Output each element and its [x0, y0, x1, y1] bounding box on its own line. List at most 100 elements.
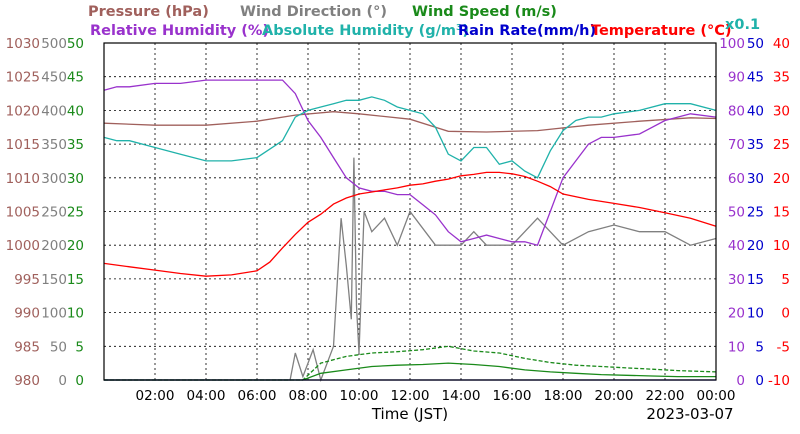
- y-tick-label: 40: [67, 103, 84, 119]
- y-tick-label: 25: [747, 205, 764, 221]
- y-tick-label: 35: [773, 70, 790, 86]
- y-tick-label: 980: [14, 373, 40, 389]
- y-tick-label: 80: [728, 103, 745, 119]
- x-tick-label: 10:00: [340, 388, 379, 404]
- y-tick-label: 150: [41, 272, 67, 288]
- legend-label: Rain Rate(mm/h): [458, 23, 596, 39]
- y-tick-label: 0: [755, 373, 764, 389]
- y-tick-label: 200: [41, 238, 67, 254]
- y-tick-label: 5: [75, 339, 84, 355]
- y-tick-label: 100: [719, 36, 745, 52]
- y-tick-label: 30: [728, 272, 745, 288]
- date-label: 2023-03-07: [646, 405, 733, 423]
- y-tick-label: 15: [773, 205, 790, 221]
- y-tick-label: 100: [41, 306, 67, 322]
- y-tick-label: 10: [773, 238, 790, 254]
- x-tick-label: 00:00: [697, 388, 736, 404]
- legend-header: Pressure (hPa) Wind Direction (°) Wind Spe…: [88, 4, 760, 39]
- y-tick-label: 0: [75, 373, 84, 389]
- x-tick-label: 02:00: [136, 388, 175, 404]
- y-tick-label: 350: [41, 137, 67, 153]
- x-tick-label: 20:00: [595, 388, 634, 404]
- y-tick-label: 0: [58, 373, 67, 389]
- y-tick-label: 1025: [6, 70, 40, 86]
- x-tick-label: 08:00: [289, 388, 328, 404]
- y-tick-label: 0: [781, 306, 790, 322]
- series-line: [103, 171, 717, 277]
- y-tick-label: 30: [67, 171, 84, 187]
- y-tick-label: 1000: [6, 238, 40, 254]
- y-tick-label: 20: [747, 238, 764, 254]
- y-tick-label: 1015: [6, 137, 40, 153]
- y-tick-label: 20: [67, 238, 84, 254]
- y-tick-label: 20: [728, 306, 745, 322]
- y-tick-label: 25: [67, 205, 84, 221]
- y-tick-label: 40: [773, 36, 790, 52]
- x-axis-label: Time (JST): [371, 405, 448, 423]
- y-tick-label: -10: [768, 373, 790, 389]
- y-tick-label: 1020: [6, 103, 40, 119]
- legend-label: Wind Speed (m/s): [412, 4, 557, 20]
- y-tick-label: 50: [67, 36, 84, 52]
- y-tick-label: 5: [755, 339, 764, 355]
- y-tick-label: 985: [14, 339, 40, 355]
- y-tick-label: 1005: [6, 205, 40, 221]
- y-tick-label: 30: [747, 171, 764, 187]
- y-tick-label: 10: [728, 339, 745, 355]
- y-tick-label: 990: [14, 306, 40, 322]
- x-tick-label: 12:00: [391, 388, 430, 404]
- y-tick-label: 50: [728, 205, 745, 221]
- y-tick-label: -5: [777, 339, 790, 355]
- x-tick-label: 18:00: [544, 388, 583, 404]
- legend-label: Wind Direction (°): [240, 4, 387, 20]
- y-tick-label: 45: [747, 70, 764, 86]
- y-tick-label: 90: [728, 70, 745, 86]
- series-line: [103, 111, 717, 133]
- y-tick-label: 40: [728, 238, 745, 254]
- y-tick-label: 30: [773, 103, 790, 119]
- y-tick-label: 70: [728, 137, 745, 153]
- y-tick-label: 40: [747, 103, 764, 119]
- y-tick-label: 500: [41, 36, 67, 52]
- y-tick-label: 5: [781, 272, 790, 288]
- y-axis-ticks: 9809859909951000100510101015102010251030…: [6, 36, 790, 389]
- y-tick-label: 1030: [6, 36, 40, 52]
- x-tick-label: 16:00: [493, 388, 532, 404]
- x-tick-label: 06:00: [238, 388, 277, 404]
- y-tick-label: 50: [50, 339, 67, 355]
- y-tick-label: 0: [736, 373, 745, 389]
- x-tick-label: 04:00: [187, 388, 226, 404]
- legend-label: Temperature (°C): [591, 23, 732, 39]
- series-lines: [103, 79, 717, 383]
- y-tick-label: 1010: [6, 171, 40, 187]
- y-tick-label: 25: [773, 137, 790, 153]
- y-tick-label: 15: [67, 272, 84, 288]
- y-tick-label: 300: [41, 171, 67, 187]
- x-tick-label: 22:00: [646, 388, 685, 404]
- y-tick-label: 400: [41, 103, 67, 119]
- y-tick-label: 50: [747, 36, 764, 52]
- y-tick-label: 35: [67, 137, 84, 153]
- legend-label: Relative Humidity (%): [90, 23, 269, 39]
- series-line: [103, 79, 717, 246]
- series-line: [103, 96, 717, 179]
- plot-frame: [103, 42, 717, 381]
- x-tick-label: 14:00: [442, 388, 481, 404]
- series-line: [104, 345, 717, 381]
- y-tick-label: 60: [728, 171, 745, 187]
- y-tick-label: 15: [747, 272, 764, 288]
- series-line: [104, 362, 716, 381]
- y-tick-label: 995: [14, 272, 40, 288]
- x-axis-ticks: 02:00 04:00 06:00 08:00 10:00 12:00 14:00 16:00…: [136, 388, 736, 404]
- legend-label: Absolute Humidity (g/m³): [262, 23, 469, 39]
- y-tick-label: 250: [41, 205, 67, 221]
- y-tick-label: 20: [773, 171, 790, 187]
- y-tick-label: 450: [41, 70, 67, 86]
- y-tick-label: 35: [747, 137, 764, 153]
- y-tick-label: 10: [747, 306, 764, 322]
- y-tick-label: 45: [67, 70, 84, 86]
- legend-label: Pressure (hPa): [88, 4, 209, 20]
- y-tick-label: 10: [67, 306, 84, 322]
- abs-humidity-scale-label: x0.1: [725, 17, 760, 33]
